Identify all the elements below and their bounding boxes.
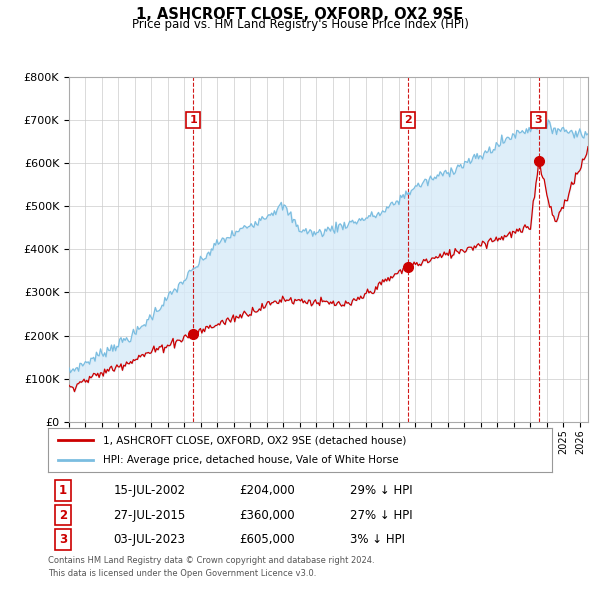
Text: This data is licensed under the Open Government Licence v3.0.: This data is licensed under the Open Gov… xyxy=(48,569,316,578)
Text: 1: 1 xyxy=(59,484,67,497)
Text: 27% ↓ HPI: 27% ↓ HPI xyxy=(350,509,413,522)
Text: 3: 3 xyxy=(59,533,67,546)
Text: 29% ↓ HPI: 29% ↓ HPI xyxy=(350,484,413,497)
Text: Price paid vs. HM Land Registry's House Price Index (HPI): Price paid vs. HM Land Registry's House … xyxy=(131,18,469,31)
Text: £204,000: £204,000 xyxy=(239,484,295,497)
Text: 1, ASHCROFT CLOSE, OXFORD, OX2 9SE: 1, ASHCROFT CLOSE, OXFORD, OX2 9SE xyxy=(136,7,464,22)
Text: 1: 1 xyxy=(190,115,197,125)
Text: 03-JUL-2023: 03-JUL-2023 xyxy=(113,533,185,546)
Text: 27-JUL-2015: 27-JUL-2015 xyxy=(113,509,186,522)
Text: HPI: Average price, detached house, Vale of White Horse: HPI: Average price, detached house, Vale… xyxy=(103,455,399,464)
Text: 2: 2 xyxy=(404,115,412,125)
Text: Contains HM Land Registry data © Crown copyright and database right 2024.: Contains HM Land Registry data © Crown c… xyxy=(48,556,374,565)
Text: 15-JUL-2002: 15-JUL-2002 xyxy=(113,484,185,497)
Text: 3% ↓ HPI: 3% ↓ HPI xyxy=(350,533,406,546)
Text: £360,000: £360,000 xyxy=(239,509,295,522)
Text: 1, ASHCROFT CLOSE, OXFORD, OX2 9SE (detached house): 1, ASHCROFT CLOSE, OXFORD, OX2 9SE (deta… xyxy=(103,435,407,445)
Text: 3: 3 xyxy=(535,115,542,125)
Text: £605,000: £605,000 xyxy=(239,533,295,546)
Text: 2: 2 xyxy=(59,509,67,522)
